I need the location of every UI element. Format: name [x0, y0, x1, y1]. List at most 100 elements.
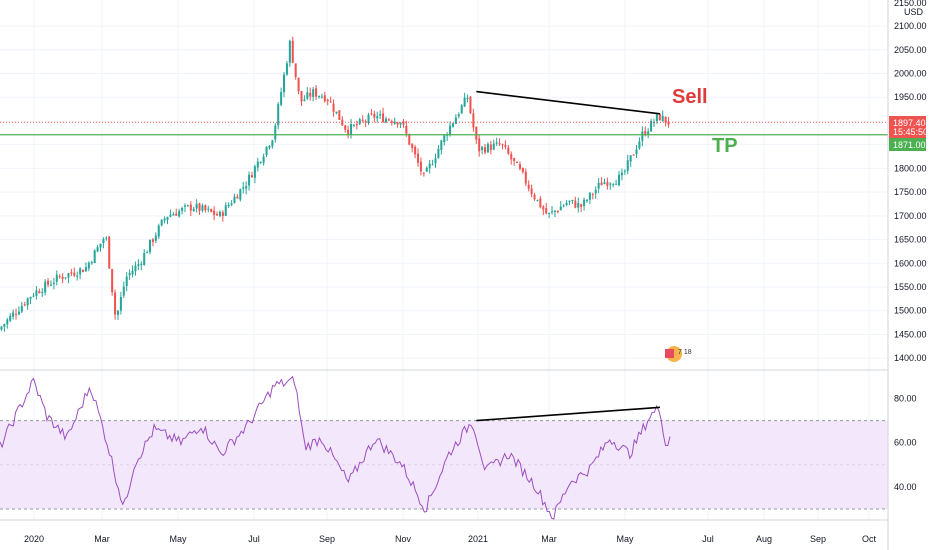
candle-body — [143, 252, 146, 265]
candle-body — [338, 110, 341, 120]
candle-body — [315, 88, 318, 97]
candle-body — [9, 315, 12, 321]
candle-body — [516, 161, 519, 163]
candle-body — [35, 290, 38, 296]
candle-body — [29, 297, 32, 299]
last-price-value: 1897.40 — [893, 118, 926, 128]
candle-body — [405, 125, 408, 134]
sell-annotation: Sell — [672, 86, 708, 108]
candle-body — [26, 298, 29, 306]
candle-body — [376, 116, 379, 119]
candle-body — [201, 205, 204, 211]
candle-body — [271, 140, 274, 147]
candle-body — [195, 203, 198, 209]
candle-body — [364, 121, 367, 123]
candle-body — [230, 203, 233, 205]
candle-body — [454, 117, 457, 124]
time-tick-label: Sep — [319, 534, 335, 544]
price-tick-label: 1700.00 — [894, 211, 927, 221]
candle-body — [87, 262, 90, 269]
time-tick-label: May — [616, 534, 634, 544]
candle-body — [44, 281, 47, 293]
time-tick-label: Oct — [862, 534, 877, 544]
candle-body — [434, 158, 437, 164]
candle-body — [431, 164, 434, 166]
candle-body — [411, 144, 414, 148]
candle-body — [373, 113, 376, 118]
tp-price-tag-background — [889, 138, 926, 151]
candle-body — [387, 119, 390, 121]
candle-body — [574, 200, 577, 208]
candle-body — [253, 166, 256, 178]
candle-body — [382, 113, 385, 123]
price-tick-label: 1500.00 — [894, 306, 927, 316]
candle-body — [460, 105, 463, 114]
tp-annotation: TP — [712, 135, 738, 157]
candle-body — [504, 145, 507, 147]
candle-body — [609, 183, 612, 185]
candle-body — [524, 171, 527, 184]
candle-body — [242, 187, 245, 189]
candle-body — [600, 182, 603, 186]
candle-body — [248, 174, 251, 186]
candle-body — [419, 161, 422, 172]
candle-body — [580, 204, 583, 207]
last-price-tag: 1897.40 15:45:50 — [889, 116, 928, 138]
candle-body — [626, 160, 629, 171]
candle-body — [539, 198, 542, 208]
candle-body — [259, 161, 262, 163]
candle-body — [166, 216, 169, 220]
candle-body — [99, 243, 102, 248]
candle-body — [562, 205, 565, 207]
candle-body — [644, 130, 647, 136]
candle-body — [183, 205, 186, 207]
time-axis[interactable]: 2020 Mar May Jul Sep Nov 2021 Mar May Jul Aug Sep Oc… — [24, 534, 877, 544]
candle-body — [58, 276, 61, 278]
candle-body — [73, 272, 76, 276]
candle-body — [478, 138, 481, 152]
candle-body — [131, 270, 134, 275]
time-tick-label: Jul — [702, 534, 714, 544]
candle-body — [172, 214, 175, 216]
rsi-axis: 40.00 60.00 80.00 — [894, 394, 917, 492]
candle-body — [210, 209, 213, 212]
resistance-trendline — [476, 90, 661, 115]
candle-body — [568, 200, 571, 202]
candle-body — [667, 121, 670, 125]
candle-body — [32, 295, 35, 297]
candle-body — [297, 77, 300, 92]
price-tick-label: 1650.00 — [894, 235, 927, 245]
rsi-tick-label: 40.00 — [894, 482, 917, 492]
price-tick-label: 1750.00 — [894, 187, 927, 197]
candle-body — [469, 96, 472, 114]
candle-body — [350, 124, 353, 135]
time-tick-label: Mar — [541, 534, 557, 544]
candle-body — [553, 210, 556, 213]
candle-body — [285, 63, 288, 75]
candle-body — [498, 143, 501, 145]
candle-body — [67, 273, 70, 278]
candle-body — [268, 145, 271, 148]
candle-body — [3, 324, 6, 327]
candle-body — [466, 98, 469, 100]
candle-body — [0, 326, 3, 330]
candle-body — [303, 99, 306, 101]
price-axis[interactable]: 1400.00 1450.00 1500.00 1550.00 1600.00 1650.… — [894, 21, 927, 363]
candle-body — [399, 122, 402, 125]
candle-body — [12, 312, 15, 317]
candle-body — [277, 104, 280, 126]
candle-body — [169, 214, 172, 217]
price-tick-label: 1950.00 — [894, 92, 927, 102]
candle-body — [664, 116, 667, 123]
rsi-divergence-line — [476, 406, 661, 422]
candle-body — [641, 131, 644, 141]
price-tick-label: 2000.00 — [894, 69, 927, 79]
candle-body — [384, 118, 387, 123]
candle-body — [93, 250, 96, 264]
candle-body — [355, 124, 358, 126]
candle-body — [393, 121, 396, 124]
candle-body — [472, 113, 475, 128]
candle-body — [513, 157, 516, 162]
price-tick-label: 1800.00 — [894, 163, 927, 173]
candle-body — [428, 163, 431, 169]
